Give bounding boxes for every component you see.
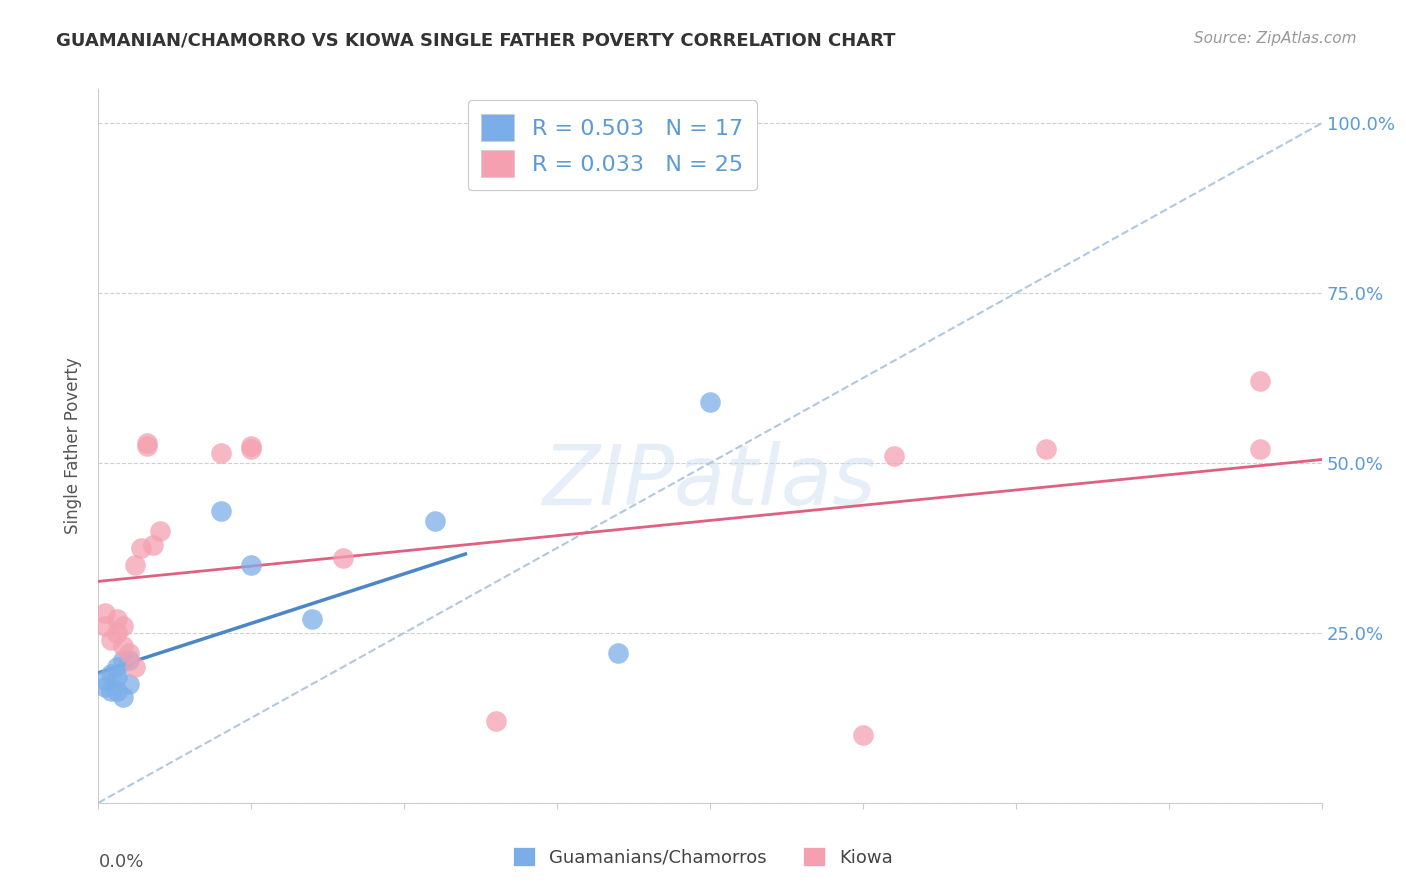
Point (209, 503, 232, 517)
Point (100, 666, 122, 681)
Point (105, 612, 128, 626)
Point (1249, 375, 1271, 389)
Point (100, 632, 122, 647)
Point (111, 619, 134, 633)
Text: GUAMANIAN/CHAMORRO VS KIOWA SINGLE FATHER POVERTY CORRELATION CHART: GUAMANIAN/CHAMORRO VS KIOWA SINGLE FATHE… (56, 31, 896, 49)
Point (699, 394, 721, 409)
Point (149, 524, 172, 538)
Point (607, 646, 630, 660)
Point (93, 619, 115, 633)
Point (111, 653, 134, 667)
Point (111, 640, 134, 654)
Y-axis label: Single Father Poverty: Single Father Poverty (65, 358, 83, 534)
Point (100, 683, 122, 698)
Point (105, 683, 128, 698)
Point (124, 660, 146, 674)
Point (883, 449, 905, 463)
Point (105, 626, 128, 640)
Point (105, 670, 128, 684)
Point (1035, 442, 1057, 457)
Point (332, 551, 354, 566)
Point (423, 514, 446, 528)
Point (105, 660, 128, 674)
Point (1249, 442, 1271, 457)
Point (124, 558, 146, 572)
Point (852, 728, 875, 742)
Text: ZIPatlas: ZIPatlas (543, 442, 877, 522)
Point (93, 606, 115, 620)
Point (136, 435, 159, 450)
Point (240, 439, 263, 453)
Text: 0.0%: 0.0% (98, 853, 143, 871)
Point (136, 439, 159, 453)
Point (301, 612, 323, 626)
Point (93, 680, 115, 694)
Point (118, 677, 141, 691)
Point (118, 646, 141, 660)
Point (129, 541, 152, 555)
Text: Source: ZipAtlas.com: Source: ZipAtlas.com (1194, 31, 1357, 46)
Point (240, 442, 263, 457)
Point (93, 673, 115, 688)
Point (142, 537, 165, 551)
Point (240, 558, 263, 572)
Point (209, 446, 232, 460)
Point (118, 653, 141, 667)
Point (111, 690, 134, 705)
Point (485, 714, 508, 729)
Legend: R = 0.503   N = 17, R = 0.033   N = 25: R = 0.503 N = 17, R = 0.033 N = 25 (468, 100, 756, 190)
Legend: Guamanians/Chamorros, Kiowa: Guamanians/Chamorros, Kiowa (506, 840, 900, 874)
